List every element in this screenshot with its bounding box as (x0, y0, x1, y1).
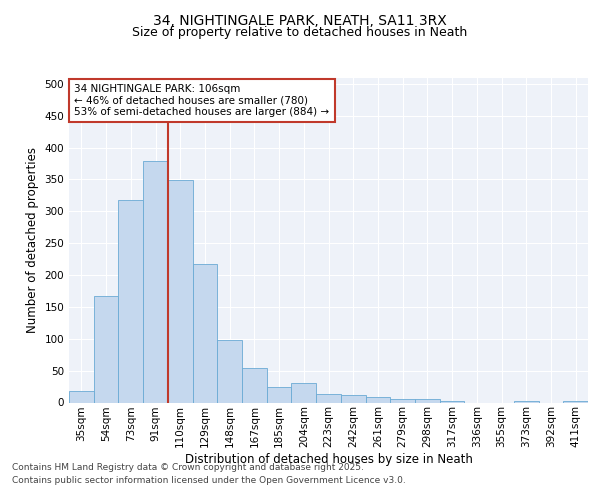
Bar (94, 296, 118, 403)
Bar (168, 180, 193, 402)
Bar (193, 264, 217, 402)
X-axis label: Distribution of detached houses by size in Neath: Distribution of detached houses by size … (185, 453, 472, 466)
Y-axis label: Number of detached properties: Number of detached properties (26, 147, 39, 333)
Bar (563, 401, 588, 402)
Bar (365, 397, 390, 402)
Bar (69, 391, 94, 402)
Text: 34 NIGHTINGALE PARK: 106sqm
← 46% of detached houses are smaller (780)
53% of se: 34 NIGHTINGALE PARK: 106sqm ← 46% of det… (74, 84, 329, 117)
Text: Contains public sector information licensed under the Open Government Licence v3: Contains public sector information licen… (12, 476, 406, 485)
Bar (267, 386, 292, 402)
Bar (415, 400, 440, 402)
Bar (440, 400, 464, 402)
Bar (341, 396, 365, 402)
Bar (118, 200, 143, 402)
Bar (217, 340, 242, 402)
Text: Size of property relative to detached houses in Neath: Size of property relative to detached ho… (133, 26, 467, 39)
Text: 34, NIGHTINGALE PARK, NEATH, SA11 3RX: 34, NIGHTINGALE PARK, NEATH, SA11 3RX (153, 14, 447, 28)
Text: Contains HM Land Registry data © Crown copyright and database right 2025.: Contains HM Land Registry data © Crown c… (12, 462, 364, 471)
Bar (514, 400, 539, 402)
Bar (390, 398, 415, 402)
Bar (292, 384, 316, 402)
Bar (242, 368, 267, 402)
Bar (143, 161, 168, 402)
Bar (316, 394, 341, 402)
